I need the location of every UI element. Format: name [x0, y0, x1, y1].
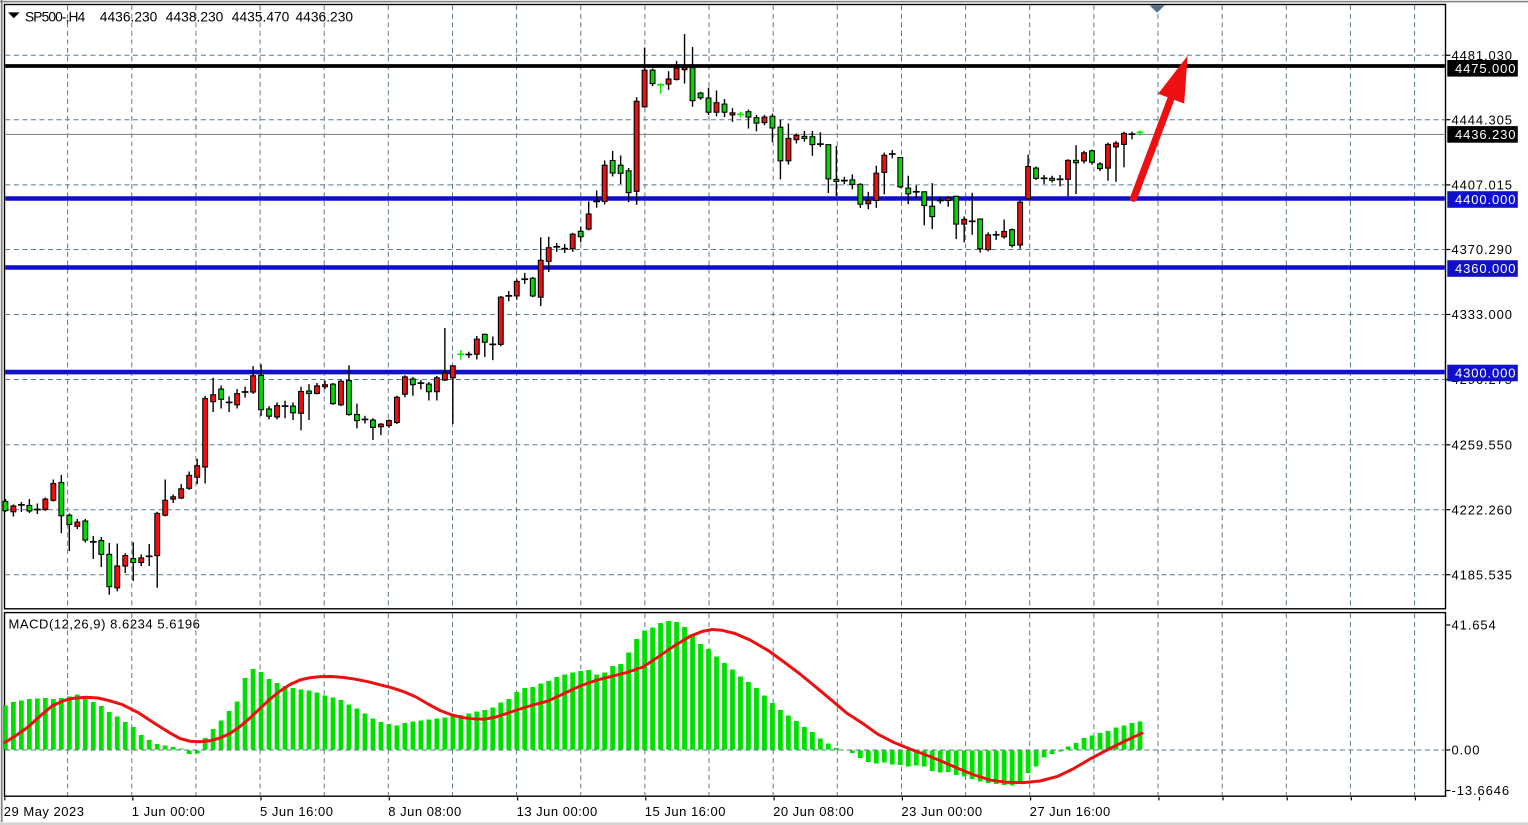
svg-text:20 Jun 08:00: 20 Jun 08:00 [773, 804, 854, 819]
svg-text:4407.015: 4407.015 [1452, 178, 1513, 193]
svg-text:13 Jun 00:00: 13 Jun 00:00 [517, 804, 598, 819]
svg-text:4400.000: 4400.000 [1455, 192, 1516, 207]
svg-text:4185.535: 4185.535 [1452, 567, 1513, 582]
svg-text:41.654: 41.654 [1452, 618, 1497, 633]
svg-text:4333.000: 4333.000 [1452, 307, 1513, 322]
svg-text:0.00: 0.00 [1452, 743, 1481, 758]
svg-text:MACD(12,26,9) 8.6234 5.6196: MACD(12,26,9) 8.6234 5.6196 [9, 617, 201, 632]
svg-text:4436.230: 4436.230 [1455, 127, 1516, 142]
svg-text:4222.260: 4222.260 [1452, 502, 1513, 517]
svg-text:5 Jun 16:00: 5 Jun 16:00 [260, 804, 333, 819]
svg-text:-13.6646: -13.6646 [1452, 783, 1511, 798]
svg-text:4481.030: 4481.030 [1452, 48, 1513, 63]
svg-text:4370.290: 4370.290 [1452, 242, 1513, 257]
svg-text:4444.305: 4444.305 [1452, 112, 1513, 127]
svg-text:4259.550: 4259.550 [1452, 437, 1513, 452]
svg-text:27 Jun 16:00: 27 Jun 16:00 [1030, 804, 1111, 819]
svg-text:4475.000: 4475.000 [1455, 61, 1516, 76]
svg-text:1 Jun 00:00: 1 Jun 00:00 [132, 804, 205, 819]
svg-text:15 Jun 16:00: 15 Jun 16:00 [645, 804, 726, 819]
svg-text:4300.000: 4300.000 [1455, 366, 1516, 381]
svg-text:23 Jun 00:00: 23 Jun 00:00 [901, 804, 982, 819]
svg-text:8 Jun 08:00: 8 Jun 08:00 [388, 804, 461, 819]
svg-text:4360.000: 4360.000 [1455, 261, 1516, 276]
svg-text:29 May 2023: 29 May 2023 [4, 804, 85, 819]
